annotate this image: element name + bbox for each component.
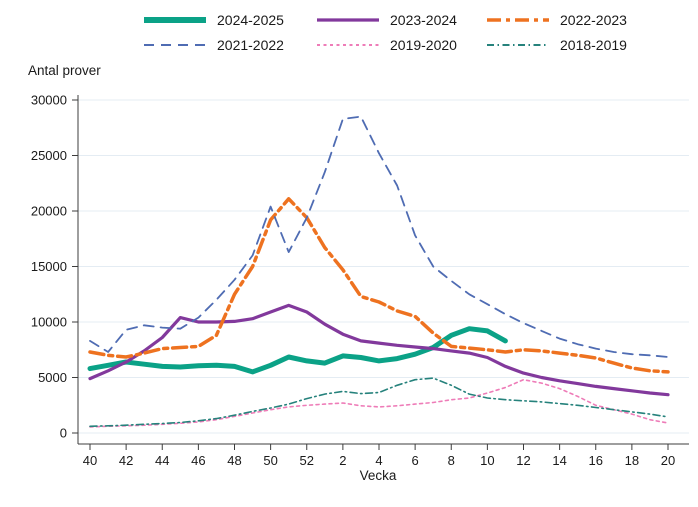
- legend-item-2019-2020: 2019-2020: [316, 37, 457, 53]
- series-line-2018-2019: [89, 377, 669, 428]
- y-tick-label-25000: 25000: [31, 148, 67, 163]
- y-tick-label-5000: 5000: [38, 370, 67, 385]
- legend-item-2023-2024: 2023-2024: [316, 12, 457, 28]
- legend-item-2024-2025: 2024-2025: [143, 12, 284, 28]
- legend-item-2018-2019: 2018-2019: [486, 37, 627, 53]
- x-tick-label-48: 48: [227, 453, 241, 468]
- y-tick-label-20000: 20000: [31, 204, 67, 219]
- x-tick-label-42: 42: [119, 453, 133, 468]
- x-tick-label-8: 8: [448, 453, 455, 468]
- legend-swatch-2024-2025: [144, 17, 206, 23]
- x-tick-label-12: 12: [516, 453, 530, 468]
- y-tick-label-15000: 15000: [31, 259, 67, 274]
- chart-legend: 2024-2025 2023-2024 2022-2023 2021-2022 2019…: [0, 0, 698, 62]
- x-tick-label-16: 16: [589, 453, 603, 468]
- legend-item-2022-2023: 2022-2023: [486, 12, 627, 28]
- x-tick-label-20: 20: [661, 453, 675, 468]
- x-tick-label-6: 6: [412, 453, 419, 468]
- legend-swatch-2021-2022: [144, 44, 206, 46]
- x-tick-label-46: 46: [191, 453, 205, 468]
- legend-swatch-2018-2019: [487, 44, 549, 46]
- x-axis-title: Vecka: [359, 468, 397, 483]
- x-tick-label-2: 2: [339, 453, 346, 468]
- legend-item-2021-2022: 2021-2022: [143, 37, 284, 53]
- x-tick-label-18: 18: [625, 453, 639, 468]
- x-tick-label-14: 14: [552, 453, 566, 468]
- legend-label-2024-2025: 2024-2025: [217, 12, 284, 28]
- x-tick-label-10: 10: [480, 453, 494, 468]
- y-tick-label-30000: 30000: [31, 93, 67, 108]
- y-axis-title: Antal prover: [28, 63, 101, 78]
- x-tick-label-52: 52: [300, 453, 314, 468]
- y-tick-label-10000: 10000: [31, 315, 67, 330]
- series-line-2022-2023: [88, 197, 670, 374]
- legend-swatch-2022-2023: [487, 18, 549, 22]
- x-tick-label-44: 44: [155, 453, 169, 468]
- x-tick-label-40: 40: [83, 453, 97, 468]
- legend-label-2022-2023: 2022-2023: [560, 12, 627, 28]
- legend-swatch-2023-2024: [317, 18, 379, 22]
- series-line-2019-2020: [89, 378, 669, 428]
- y-tick-label-0: 0: [60, 426, 67, 441]
- series-line-2023-2024: [88, 303, 670, 397]
- x-tick-label-4: 4: [375, 453, 382, 468]
- series-line-2024-2025: [87, 326, 508, 375]
- legend-label-2018-2019: 2018-2019: [560, 37, 627, 53]
- legend-label-2019-2020: 2019-2020: [390, 37, 457, 53]
- series-line-2021-2022: [89, 115, 669, 358]
- legend-label-2021-2022: 2021-2022: [217, 37, 284, 53]
- legend-label-2023-2024: 2023-2024: [390, 12, 457, 28]
- x-tick-label-50: 50: [263, 453, 277, 468]
